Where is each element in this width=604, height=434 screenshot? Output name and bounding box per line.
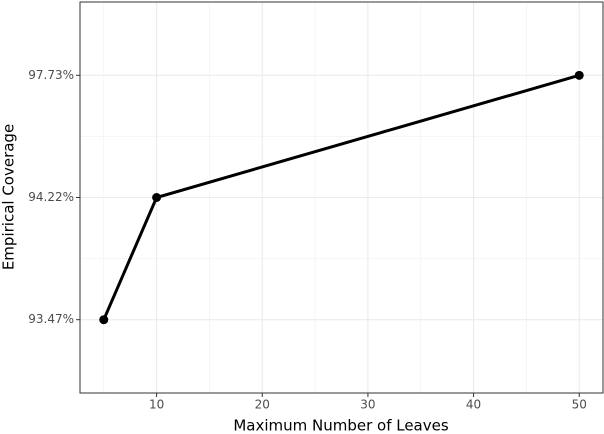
x-axis-title: Maximum Number of Leaves bbox=[233, 417, 449, 434]
x-tick-label: 10 bbox=[149, 398, 164, 412]
x-tick-label: 20 bbox=[255, 398, 270, 412]
y-axis-title: Empirical Coverage bbox=[0, 124, 18, 270]
x-tick-label: 30 bbox=[360, 398, 375, 412]
point bbox=[574, 70, 584, 80]
plot-border bbox=[79, 1, 604, 394]
y-tick-label: 94.22% bbox=[28, 190, 74, 204]
x-tick-label: 50 bbox=[572, 398, 587, 412]
y-tick-label: 97.73% bbox=[28, 68, 74, 82]
y-tick-label: 93.47% bbox=[28, 312, 74, 326]
x-tick-label: 40 bbox=[466, 398, 481, 412]
point bbox=[152, 193, 162, 202]
point bbox=[99, 315, 109, 325]
